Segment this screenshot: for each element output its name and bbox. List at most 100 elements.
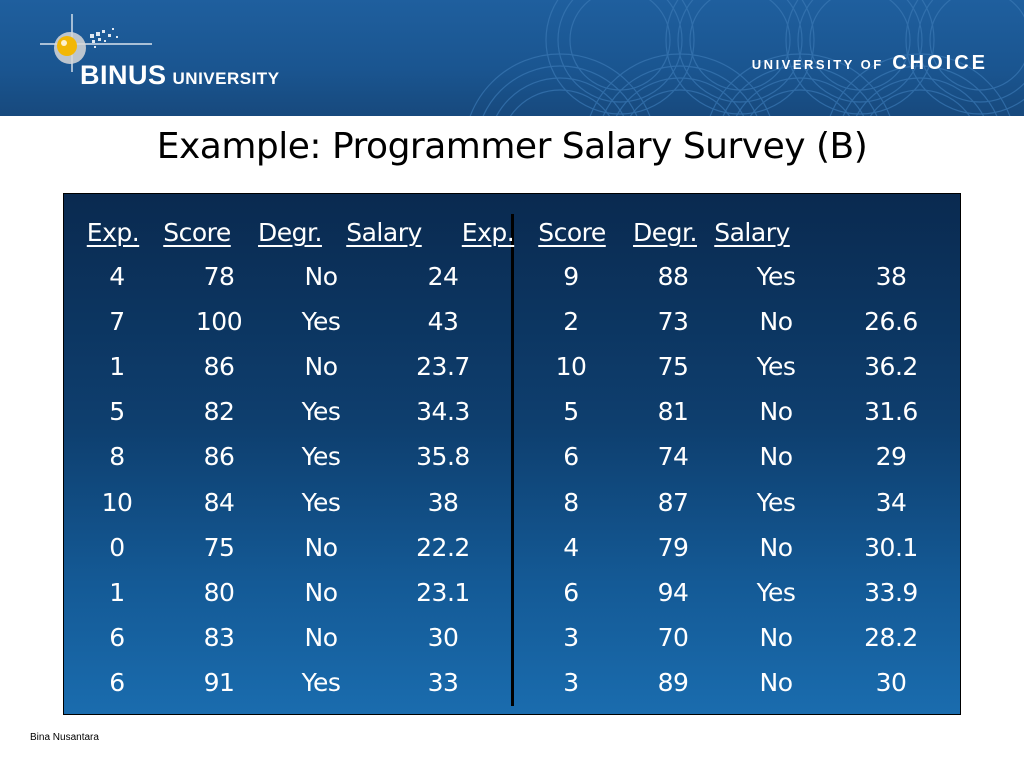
table-cell: 91 xyxy=(203,668,235,697)
table-header-cell: Exp. xyxy=(461,218,515,247)
table-cell: 31.6 xyxy=(864,397,918,426)
table-cell: 0 xyxy=(109,533,125,562)
table-cell: Yes xyxy=(301,668,341,697)
table-cell: 6 xyxy=(563,578,579,607)
table-cell: No xyxy=(304,262,339,291)
table-cell: 28.2 xyxy=(864,623,918,652)
table-header-cell: Degr. xyxy=(633,218,697,247)
table-cell: 82 xyxy=(203,397,235,426)
table-cell: Yes xyxy=(301,488,341,517)
table-cell: 33.9 xyxy=(864,578,918,607)
table-cell: 94 xyxy=(657,578,689,607)
table-cell: No xyxy=(304,578,339,607)
table-cell: 10 xyxy=(101,488,133,517)
table-cell: 1 xyxy=(109,578,125,607)
table-cell: 70 xyxy=(657,623,689,652)
table-cell: Yes xyxy=(756,262,796,291)
header-banner: BINUS UNIVERSITY UNIVERSITY OF CHOICE xyxy=(0,0,1024,116)
binus-logo-icon xyxy=(40,14,152,72)
table-cell: 26.6 xyxy=(864,307,918,336)
table-cell: 38 xyxy=(875,262,907,291)
table-cell: 5 xyxy=(109,397,125,426)
decorative-arcs xyxy=(469,0,1024,116)
table-cell: 35.8 xyxy=(416,442,470,471)
table-header-cell: Salary xyxy=(714,218,790,247)
table-cell: 83 xyxy=(203,623,235,652)
table-cell: No xyxy=(759,623,794,652)
table-cell: 6 xyxy=(563,442,579,471)
slide-title: Example: Programmer Salary Survey (B) xyxy=(156,126,868,167)
table-header-cell: Score xyxy=(538,218,606,247)
table-cell: 8 xyxy=(109,442,125,471)
table-cell: 4 xyxy=(563,533,579,562)
tagline-big: CHOICE xyxy=(892,52,988,74)
table-cell: 4 xyxy=(109,262,125,291)
table-cell: 9 xyxy=(563,262,579,291)
table-divider xyxy=(511,214,514,706)
table-cell: 74 xyxy=(657,442,689,471)
table-cell: 29 xyxy=(875,442,907,471)
table-cell: 73 xyxy=(657,307,689,336)
logo-main-text: BINUS xyxy=(80,60,167,90)
table-cell: 2 xyxy=(563,307,579,336)
table-cell: No xyxy=(759,397,794,426)
table-cell: 88 xyxy=(657,262,689,291)
table-header-cell: Exp. xyxy=(86,218,140,247)
table-cell: 36.2 xyxy=(864,352,918,381)
table-cell: 23.7 xyxy=(416,352,470,381)
table-cell: 10 xyxy=(555,352,587,381)
table-cell: 24 xyxy=(427,262,459,291)
table-cell: 87 xyxy=(657,488,689,517)
table-cell: 100 xyxy=(195,307,243,336)
table-cell: Yes xyxy=(756,488,796,517)
table-cell: Yes xyxy=(756,352,796,381)
table-cell: 79 xyxy=(657,533,689,562)
table-cell: No xyxy=(759,668,794,697)
table-cell: 33 xyxy=(427,668,459,697)
table-cell: 89 xyxy=(657,668,689,697)
table-cell: 1 xyxy=(109,352,125,381)
table-cell: Yes xyxy=(301,307,341,336)
table-header-cell: Score xyxy=(163,218,231,247)
table-cell: 6 xyxy=(109,668,125,697)
table-cell: 3 xyxy=(563,668,579,697)
table-cell: 86 xyxy=(203,442,235,471)
table-cell: No xyxy=(304,623,339,652)
table-cell: 30 xyxy=(875,668,907,697)
table-cell: 30.1 xyxy=(864,533,918,562)
table-cell: No xyxy=(759,533,794,562)
table-cell: 34.3 xyxy=(416,397,470,426)
tagline: UNIVERSITY OF CHOICE xyxy=(752,52,988,75)
table-cell: 3 xyxy=(563,623,579,652)
table-cell: 7 xyxy=(109,307,125,336)
table-cell: No xyxy=(759,307,794,336)
table-cell: Yes xyxy=(301,442,341,471)
table-cell: 23.1 xyxy=(416,578,470,607)
logo-sub-text: UNIVERSITY xyxy=(172,69,280,88)
table-cell: 38 xyxy=(427,488,459,517)
table-cell: 43 xyxy=(427,307,459,336)
table-cell: No xyxy=(759,442,794,471)
logo-wordmark: BINUS UNIVERSITY xyxy=(80,60,280,91)
table-cell: No xyxy=(304,533,339,562)
table-cell: 6 xyxy=(109,623,125,652)
table-cell: 30 xyxy=(427,623,459,652)
table-cell: 81 xyxy=(657,397,689,426)
table-cell: 22.2 xyxy=(416,533,470,562)
table-cell: 80 xyxy=(203,578,235,607)
table-cell: 84 xyxy=(203,488,235,517)
table-header-cell: Salary xyxy=(346,218,422,247)
table-cell: 5 xyxy=(563,397,579,426)
table-cell: 86 xyxy=(203,352,235,381)
table-cell: 75 xyxy=(203,533,235,562)
table-cell: Yes xyxy=(301,397,341,426)
table-cell: No xyxy=(304,352,339,381)
table-cell: 78 xyxy=(203,262,235,291)
table-cell: 8 xyxy=(563,488,579,517)
table-header-cell: Degr. xyxy=(258,218,322,247)
table-cell: 75 xyxy=(657,352,689,381)
tagline-small: UNIVERSITY OF xyxy=(751,57,884,72)
table-cell: 34 xyxy=(875,488,907,517)
table-cell: Yes xyxy=(756,578,796,607)
